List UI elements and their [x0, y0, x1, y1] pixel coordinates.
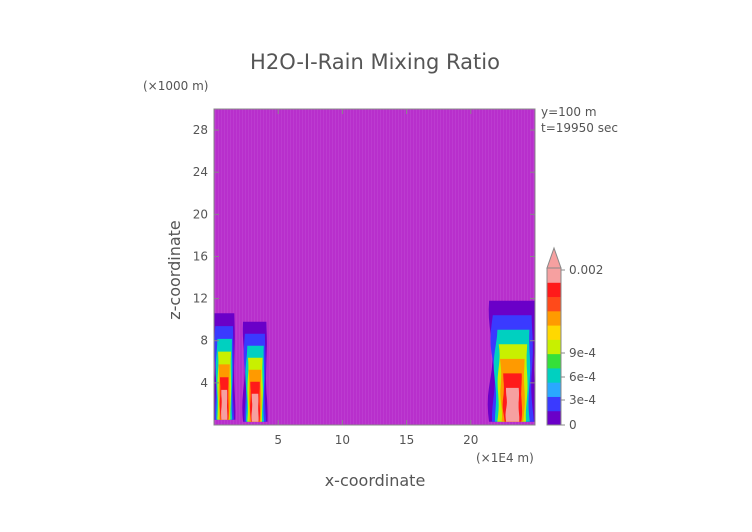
y-tick-label: 24: [193, 165, 208, 179]
colorbar-swatch: [547, 268, 561, 283]
colorbar-swatch: [547, 310, 561, 326]
colorbar-label: 3e-4: [569, 393, 596, 407]
x-tick-label: 5: [274, 433, 282, 447]
colorbar-extend-arrow: [546, 246, 562, 269]
annotation-y: y=100 m: [541, 105, 597, 119]
colorbar-swatch: [547, 367, 561, 383]
y-unit-label: (×1000 m): [143, 79, 208, 93]
field-background: [214, 109, 535, 425]
x-axis-label: x-coordinate: [325, 471, 426, 490]
y-tick-label: 8: [200, 334, 208, 348]
left-rain-core-band-6: [221, 389, 228, 420]
x-tick-label: 15: [399, 433, 414, 447]
left-rain-shaft-band-6: [251, 393, 259, 422]
right-rain-core-band-6: [505, 387, 520, 422]
y-tick-label: 16: [193, 249, 208, 263]
colorbar-swatch: [547, 410, 561, 426]
y-tick-label: 4: [200, 376, 208, 390]
colorbar-swatch: [547, 339, 561, 355]
colorbar-swatch: [547, 382, 561, 397]
x-unit-label: (×1E4 m): [476, 451, 534, 465]
colorbar-swatch: [547, 396, 561, 412]
colorbar-label: 9e-4: [569, 346, 596, 360]
y-tick-label: 12: [193, 292, 208, 306]
x-tick-label: 20: [463, 433, 478, 447]
colorbar-swatch: [547, 282, 561, 298]
y-tick-label: 28: [193, 123, 208, 137]
colorbar-swatch: [547, 353, 561, 369]
annotation-time: t=19950 sec: [541, 121, 618, 135]
colorbar-swatch: [547, 296, 561, 312]
y-tick-label: 20: [193, 207, 208, 221]
rain-regions: [214, 300, 535, 422]
colorbar-label: 0: [569, 418, 577, 432]
x-axis-ticks: 5 10 15 20: [274, 109, 478, 447]
chart-title: H2O-I-Rain Mixing Ratio: [250, 50, 500, 74]
y-axis-label: z-coordinate: [165, 220, 184, 320]
colorbar: 0.002 9e-4 6e-4 3e-4 0: [546, 246, 603, 432]
colorbar-frame: [546, 267, 562, 426]
colorbar-swatch: [547, 325, 561, 340]
plot-area: [213, 108, 536, 426]
x-tick-label: 10: [335, 433, 350, 447]
colorbar-label: 0.002: [569, 263, 603, 277]
colorbar-label: 6e-4: [569, 370, 596, 384]
plot-frame: [213, 108, 536, 426]
y-axis-ticks: 4 8 12 16 20 24 28: [193, 123, 535, 390]
